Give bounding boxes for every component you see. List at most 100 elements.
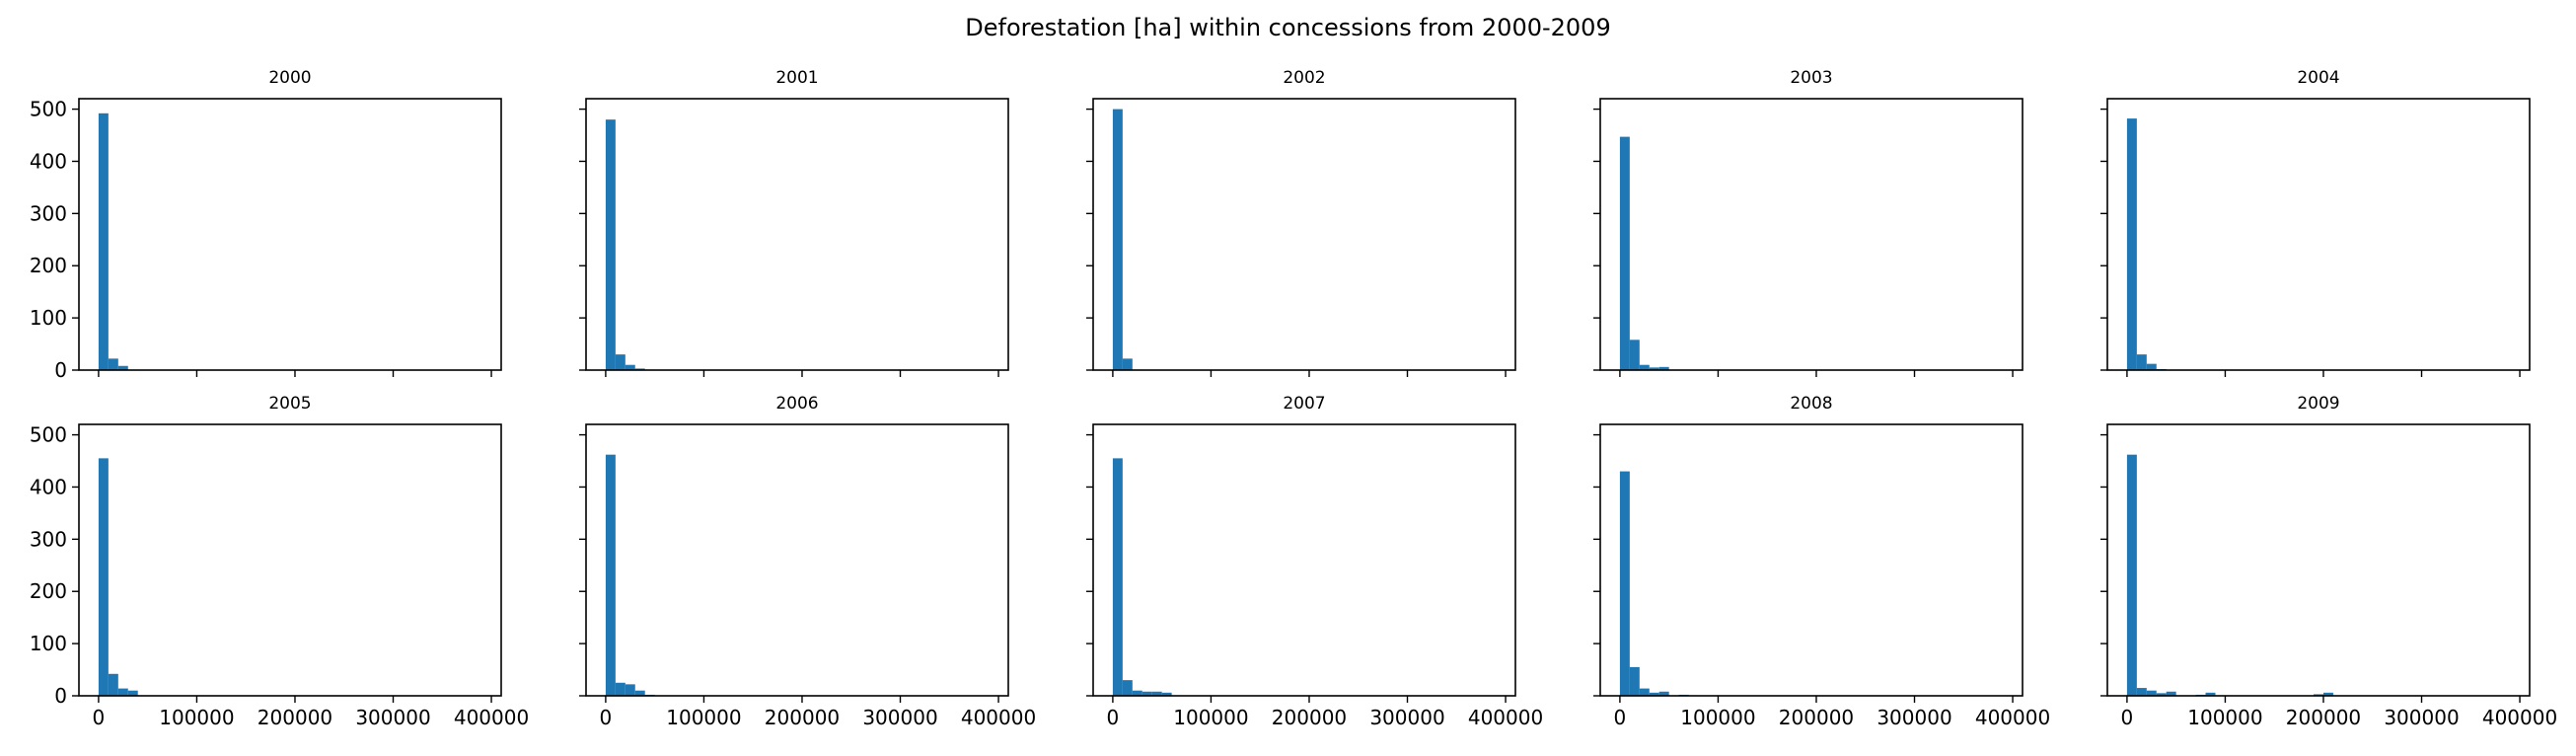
- subplot-2001: 2001: [579, 68, 1009, 377]
- histogram-bar: [2136, 688, 2147, 696]
- axes-frame: [1599, 423, 2024, 697]
- subplot-title: 2000: [268, 68, 311, 88]
- figure-title: Deforestation [ha] within concessions fr…: [965, 14, 1611, 41]
- x-tick-label: 400000: [961, 706, 1036, 729]
- histogram-bar: [1112, 109, 1123, 371]
- axes-frame: [78, 423, 502, 697]
- histogram-bar: [1619, 471, 1630, 696]
- subplot-2006: 2006 0 100000 200000 300000 400000: [579, 394, 1036, 729]
- subplot-title: 2004: [2297, 68, 2339, 88]
- histogram-bar: [634, 690, 645, 696]
- subplot-title: 2009: [2297, 394, 2339, 414]
- histogram-bar: [2126, 118, 2137, 370]
- subplot-2004: 2004: [2100, 68, 2531, 377]
- histogram-bar: [2146, 690, 2157, 696]
- axes-frame: [1599, 98, 2024, 371]
- histogram-bar: [615, 682, 626, 696]
- histogram-bar: [117, 365, 128, 370]
- y-tick-label: 400: [30, 475, 67, 498]
- histogram-bar: [1649, 692, 1659, 696]
- histogram-bar: [108, 673, 118, 696]
- subplot-2007: 2007 0 100000 200000 300000 400000: [1086, 394, 1543, 729]
- x-tick-label: 400000: [454, 706, 529, 729]
- x-tick-label: 100000: [1173, 706, 1248, 729]
- x-tick-label: 100000: [666, 706, 741, 729]
- axes-frame: [1092, 423, 1516, 697]
- axes-frame: [78, 98, 502, 371]
- x-tick-label: 300000: [355, 706, 430, 729]
- y-tick-label: 0: [54, 358, 67, 382]
- x-tick-label: 0: [600, 706, 613, 729]
- histogram-bar: [2166, 691, 2176, 696]
- histogram-bar: [1649, 367, 1659, 370]
- x-tick-label: 200000: [258, 706, 332, 729]
- x-tick-label: 100000: [159, 706, 234, 729]
- y-tick-label: 200: [30, 254, 67, 277]
- histogram-bar: [2322, 692, 2333, 696]
- y-tick-label: 300: [30, 201, 67, 225]
- y-tick-label: 100: [30, 306, 67, 330]
- subplot-2000: 2000 0 100 200 300 400 500: [30, 68, 502, 382]
- axes-frame: [585, 98, 1009, 371]
- y-tick-label: 100: [30, 632, 67, 655]
- x-tick-label: 100000: [1680, 706, 1755, 729]
- x-tick-label: 300000: [1369, 706, 1444, 729]
- x-tick-label: 300000: [1877, 706, 1951, 729]
- histogram-bar: [2126, 454, 2137, 696]
- x-tick-label: 200000: [1272, 706, 1347, 729]
- histogram-bar: [1141, 691, 1152, 696]
- histogram-bar: [615, 354, 626, 370]
- histogram-bar: [98, 113, 109, 371]
- histogram-bar: [117, 688, 128, 696]
- x-tick-label: 400000: [1468, 706, 1543, 729]
- axes-frame: [585, 423, 1009, 697]
- subplot-title: 2003: [1790, 68, 1832, 88]
- subplot-title: 2007: [1283, 394, 1325, 414]
- subplot-2002: 2002: [1086, 68, 1516, 377]
- histogram-bar: [108, 358, 118, 370]
- histogram-bar: [1112, 458, 1123, 696]
- y-tick-label: 500: [30, 423, 67, 447]
- subplot-title: 2008: [1790, 394, 1832, 414]
- subplot-title: 2005: [268, 394, 311, 414]
- histogram-bar: [1639, 364, 1650, 370]
- x-tick-label: 0: [1107, 706, 1120, 729]
- subplot-title: 2002: [1283, 68, 1325, 88]
- x-tick-label: 0: [2121, 706, 2134, 729]
- x-tick-label: 200000: [765, 706, 840, 729]
- histogram-bar: [1151, 691, 1162, 696]
- subplot-2003: 2003: [1593, 68, 2024, 377]
- x-tick-label: 100000: [2187, 706, 2262, 729]
- histogram-bar: [1619, 136, 1630, 370]
- histogram-bar: [1629, 340, 1640, 370]
- subplot-title: 2006: [775, 394, 818, 414]
- histogram-bar: [127, 690, 138, 696]
- y-tick-label: 500: [30, 98, 67, 121]
- y-tick-label: 200: [30, 579, 67, 603]
- y-tick-label: 0: [54, 684, 67, 708]
- x-tick-label: 400000: [1975, 706, 2050, 729]
- histogram-bar: [2136, 354, 2147, 370]
- x-tick-label: 200000: [1779, 706, 1854, 729]
- histogram-bar: [1122, 680, 1133, 696]
- x-tick-label: 200000: [2286, 706, 2361, 729]
- x-tick-label: 0: [1614, 706, 1627, 729]
- histogram-bar: [1161, 692, 1172, 696]
- histogram-bar: [1629, 666, 1640, 696]
- histogram-bar: [1122, 358, 1133, 370]
- x-tick-label: 300000: [2384, 706, 2459, 729]
- histogram-bar: [625, 364, 635, 370]
- histogram-bar: [1639, 688, 1650, 696]
- histogram-bar: [1658, 366, 1669, 370]
- histogram-bar: [2205, 692, 2216, 696]
- axes-frame: [2106, 423, 2531, 697]
- subplot-2009: 2009 0 100000 200000 300000 400000: [2100, 394, 2557, 729]
- x-tick-label: 300000: [862, 706, 937, 729]
- histogram-bar: [1132, 690, 1142, 696]
- y-tick-label: 300: [30, 527, 67, 551]
- x-tick-label: 400000: [2482, 706, 2557, 729]
- histogram-bar: [2156, 693, 2167, 696]
- x-tick-label: 0: [93, 706, 106, 729]
